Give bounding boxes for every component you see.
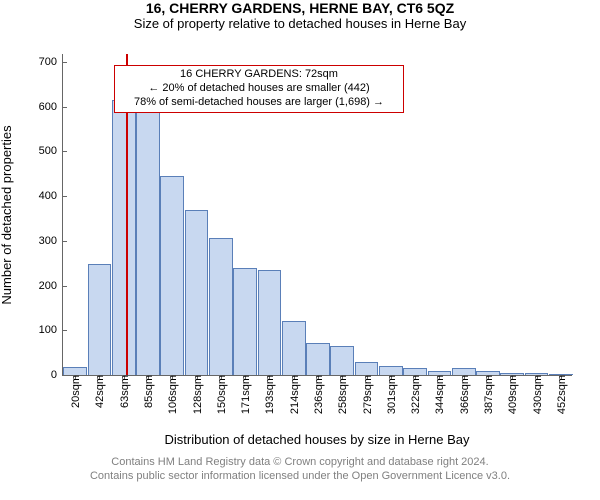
bar bbox=[63, 367, 87, 375]
y-tick: 400 bbox=[39, 190, 63, 202]
bar bbox=[403, 368, 427, 375]
bar bbox=[88, 264, 112, 375]
x-tick: 214sqm bbox=[287, 375, 301, 414]
x-tick: 193sqm bbox=[262, 375, 276, 414]
chart-title: 16, CHERRY GARDENS, HERNE BAY, CT6 5QZ bbox=[0, 0, 600, 16]
bar bbox=[136, 111, 160, 375]
bar bbox=[306, 343, 330, 375]
bar bbox=[452, 368, 476, 375]
x-tick: 387sqm bbox=[481, 375, 495, 414]
y-axis-label: Number of detached properties bbox=[0, 125, 14, 304]
y-tick: 300 bbox=[39, 235, 63, 247]
bar bbox=[233, 268, 257, 375]
footer-line-1: Contains HM Land Registry data © Crown c… bbox=[0, 456, 600, 470]
x-tick: 128sqm bbox=[190, 375, 204, 414]
x-tick: 366sqm bbox=[457, 375, 471, 414]
bar bbox=[330, 346, 354, 375]
x-tick: 63sqm bbox=[117, 375, 131, 408]
chart-footer: Contains HM Land Registry data © Crown c… bbox=[0, 456, 600, 484]
x-tick: 322sqm bbox=[408, 375, 422, 414]
x-tick: 236sqm bbox=[311, 375, 325, 414]
bar bbox=[379, 366, 403, 375]
x-tick: 344sqm bbox=[432, 375, 446, 414]
callout-line: 16 CHERRY GARDENS: 72sqm bbox=[121, 68, 397, 82]
x-tick: 85sqm bbox=[141, 375, 155, 408]
footer-line-2: Contains public sector information licen… bbox=[0, 470, 600, 484]
x-tick: 20sqm bbox=[68, 375, 82, 408]
x-tick: 42sqm bbox=[92, 375, 106, 408]
chart-plot-area: 010020030040050060070020sqm42sqm63sqm85s… bbox=[62, 54, 572, 376]
y-tick: 600 bbox=[39, 101, 63, 113]
property-callout: 16 CHERRY GARDENS: 72sqm← 20% of detache… bbox=[114, 65, 404, 112]
y-tick: 200 bbox=[39, 280, 63, 292]
bar bbox=[209, 238, 233, 375]
callout-line: ← 20% of detached houses are smaller (44… bbox=[121, 82, 397, 96]
x-axis-label: Distribution of detached houses by size … bbox=[62, 432, 572, 447]
y-tick: 100 bbox=[39, 324, 63, 336]
bar bbox=[185, 210, 209, 375]
x-tick: 150sqm bbox=[214, 375, 228, 414]
y-tick: 0 bbox=[51, 369, 63, 381]
x-tick: 409sqm bbox=[505, 375, 519, 414]
bar bbox=[160, 176, 184, 375]
bar bbox=[258, 270, 282, 375]
x-tick: 430sqm bbox=[530, 375, 544, 414]
x-tick: 452sqm bbox=[554, 375, 568, 414]
callout-line: 78% of semi-detached houses are larger (… bbox=[121, 96, 397, 110]
x-tick: 258sqm bbox=[335, 375, 349, 414]
x-tick: 279sqm bbox=[360, 375, 374, 414]
chart-subtitle: Size of property relative to detached ho… bbox=[0, 16, 600, 31]
bar bbox=[282, 321, 306, 375]
bar bbox=[112, 100, 136, 375]
y-tick: 500 bbox=[39, 145, 63, 157]
x-tick: 106sqm bbox=[165, 375, 179, 414]
x-tick: 171sqm bbox=[238, 375, 252, 414]
y-tick: 700 bbox=[39, 56, 63, 68]
bar bbox=[355, 362, 379, 375]
x-tick: 301sqm bbox=[384, 375, 398, 414]
